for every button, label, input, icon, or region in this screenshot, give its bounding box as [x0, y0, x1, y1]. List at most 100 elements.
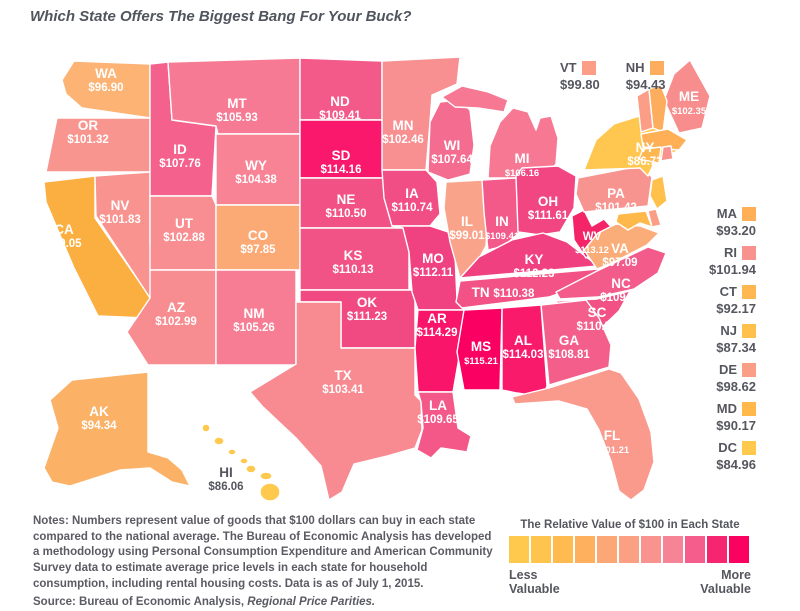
state-label-ME: ME $102.35 — [672, 89, 707, 117]
scale-swatch-1 — [531, 536, 551, 563]
state-shape-NC — [555, 246, 667, 300]
legend-state-abbr-NJ: NJ — [720, 323, 737, 338]
source-prefix: Source: Bureau of Economic Analysis, — [33, 596, 248, 609]
hi-island — [259, 471, 273, 481]
state-label-AL: AL $114.03 — [503, 333, 544, 361]
state-shape-MD — [615, 210, 653, 231]
state-label-NV: NV $101.83 — [99, 198, 141, 226]
state-label-MT: MT $105.93 — [216, 96, 258, 124]
legend-color-swatch-VT — [581, 60, 596, 75]
legend-state-value-VT: $99.80 — [560, 77, 600, 92]
scale-swatch-8 — [685, 536, 705, 563]
state-label-MS: MS $115.21 — [464, 339, 499, 367]
source-italic: Regional Price Parities. — [247, 596, 376, 609]
state-label-HI: HI $86.06 — [208, 465, 243, 493]
legend-state-value-MA: $93.20 — [716, 223, 756, 238]
state-label-ID: ID $107.76 — [159, 142, 201, 170]
state-label-AK: AK $94.34 — [81, 404, 117, 432]
state-shape-VA — [583, 223, 660, 270]
scale-swatch-7 — [663, 536, 683, 563]
state-label-FL: FL $101.21 — [595, 428, 630, 456]
scale-more-label: More Valuable — [700, 568, 751, 596]
state-shape-NH — [648, 84, 668, 133]
legend-state-abbr-MA: MA — [716, 206, 737, 221]
legend-state-abbr-MD: MD — [716, 401, 737, 416]
state-label-MI: MI $106.16 — [505, 151, 539, 179]
state-label-CO: CO $97.85 — [240, 228, 276, 256]
scale-swatch-4 — [597, 536, 617, 563]
legend-state-abbr-CT: CT — [719, 284, 737, 299]
notes-block: Notes: Numbers represent value of goods … — [33, 514, 497, 611]
legend-color-swatch-NJ — [742, 323, 756, 338]
legend-state-value-DC: $84.96 — [716, 457, 756, 472]
state-label-NE: NE $110.50 — [326, 192, 367, 220]
legend-item-DE: DE $98.62 — [716, 362, 756, 394]
state-shape-NJ — [649, 175, 668, 210]
legend-item-MA: MA $93.20 — [716, 206, 756, 238]
state-label-GA: GA $108.81 — [548, 333, 590, 361]
state-shape-AK — [43, 371, 191, 487]
legend-state-value-MD: $90.17 — [716, 418, 756, 433]
state-shape-CT — [638, 146, 662, 164]
hi-island — [259, 482, 281, 502]
state-label-WA: WA $96.90 — [88, 66, 123, 94]
state-shape-LA — [416, 391, 472, 459]
legend-color-swatch-DE — [742, 362, 756, 377]
state-label-OH: OH $111.61 — [528, 194, 569, 222]
state-label-IL: IL $99.01 — [449, 214, 485, 242]
legend-item-RI: RI $101.94 — [709, 245, 756, 277]
scale-swatch-2 — [553, 536, 573, 563]
legend-color-swatch-NH — [649, 60, 664, 75]
legend-color-swatch-CT — [742, 284, 756, 299]
state-label-PA: PA $101.42 — [595, 186, 637, 214]
scale-swatch-3 — [575, 536, 595, 563]
scale-legend-title: The Relative Value of $100 in Each State — [520, 519, 740, 531]
state-shape-GA — [540, 299, 612, 386]
legend-item-DC: DC $84.96 — [716, 440, 756, 472]
state-label-KS: KS $110.13 — [333, 248, 374, 276]
state-shape-RI — [660, 145, 674, 162]
hi-island — [239, 457, 249, 465]
scale-less-label: Less Valuable — [509, 568, 560, 596]
legend-state-abbr-DC: DC — [718, 440, 737, 455]
legend-color-swatch-DC — [742, 440, 756, 455]
legend-color-swatch-MA — [742, 206, 756, 221]
state-shape-MI-upper-peninsula — [441, 85, 509, 113]
scale-color-ramp — [509, 536, 751, 563]
legend-color-swatch-RI — [742, 245, 756, 260]
state-shape-MA — [640, 128, 688, 151]
hi-island — [201, 423, 211, 433]
legend-state-value-CT: $92.17 — [716, 301, 756, 316]
source-line: Source: Bureau of Economic Analysis, Reg… — [33, 595, 497, 611]
legend-state-value-NJ: $87.34 — [716, 340, 756, 355]
scale-swatch-0 — [509, 536, 529, 563]
state-label-NY: NY $86.73 — [627, 140, 662, 168]
state-label-IA: IA $110.74 — [392, 186, 434, 214]
state-shape-OH — [515, 165, 577, 236]
state-label-ND: ND $109.41 — [319, 94, 361, 122]
hi-island — [245, 464, 257, 474]
state-label-SC: SC $110.50 — [577, 305, 618, 333]
state-shape-WI — [427, 99, 475, 181]
state-label-NM: NM $105.26 — [233, 306, 275, 334]
state-label-AR: AR $114.29 — [417, 311, 458, 339]
scale-swatch-9 — [707, 536, 727, 563]
scale-swatch-6 — [641, 536, 661, 563]
state-shape-FL — [511, 368, 655, 501]
legend-state-value-DE: $98.62 — [716, 379, 756, 394]
state-label-TX: TX $103.41 — [322, 368, 364, 396]
top-legend: VT $99.80 NH $94.43 — [560, 60, 666, 92]
legend-item-NH: NH $94.43 — [626, 60, 666, 92]
state-shapes — [43, 56, 711, 502]
legend-state-abbr-DE: DE — [718, 362, 737, 377]
state-label-CA: CA $89.05 — [46, 222, 82, 250]
state-label-OR: OR $101.32 — [67, 118, 109, 146]
legend-item-MD: MD $90.17 — [716, 401, 756, 433]
legend-state-abbr-VT: VT — [560, 60, 577, 75]
state-shape-MS — [456, 307, 503, 391]
state-label-NC: NC $109.05 — [600, 276, 642, 304]
state-label-WY: WY $104.38 — [235, 158, 277, 186]
scale-legend: The Relative Value of $100 in Each State… — [509, 519, 751, 596]
page-title: Which State Offers The Biggest Bang For … — [30, 8, 412, 25]
